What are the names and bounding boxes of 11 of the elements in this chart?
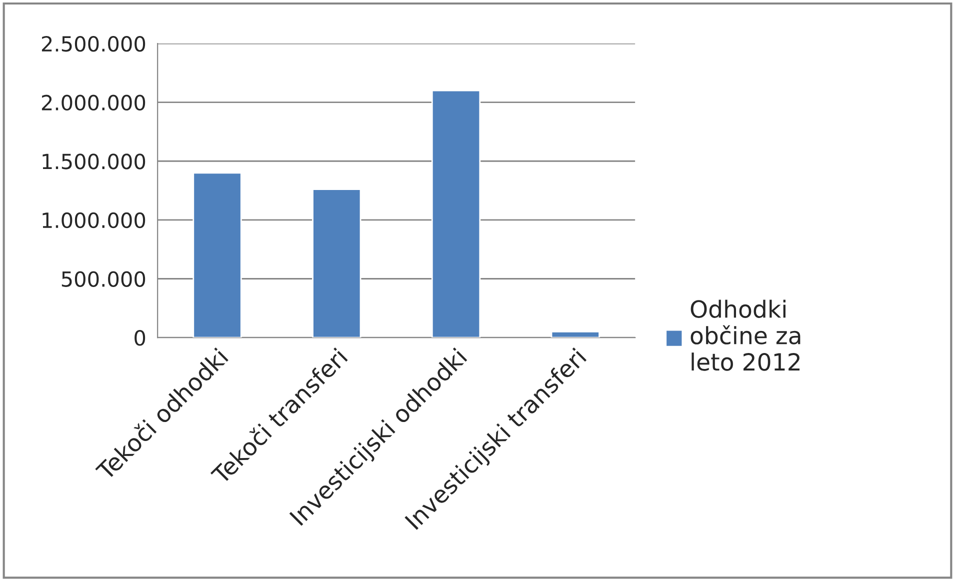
y-tick-label: 0 [134, 330, 146, 346]
y-tick-label: 2.000.000 [42, 94, 146, 111]
legend-label: Odhodki občine za leto 2012 [690, 300, 800, 371]
y-tick-label: 1.000.000 [42, 212, 146, 228]
bar [312, 188, 362, 338]
y-tick-label: 1.500.000 [42, 154, 146, 170]
bar [550, 330, 600, 338]
y-tick-label: 2.500.000 [42, 36, 146, 52]
bar [431, 90, 481, 338]
y-tick-label: 500.000 [62, 271, 146, 287]
bar [192, 172, 242, 338]
